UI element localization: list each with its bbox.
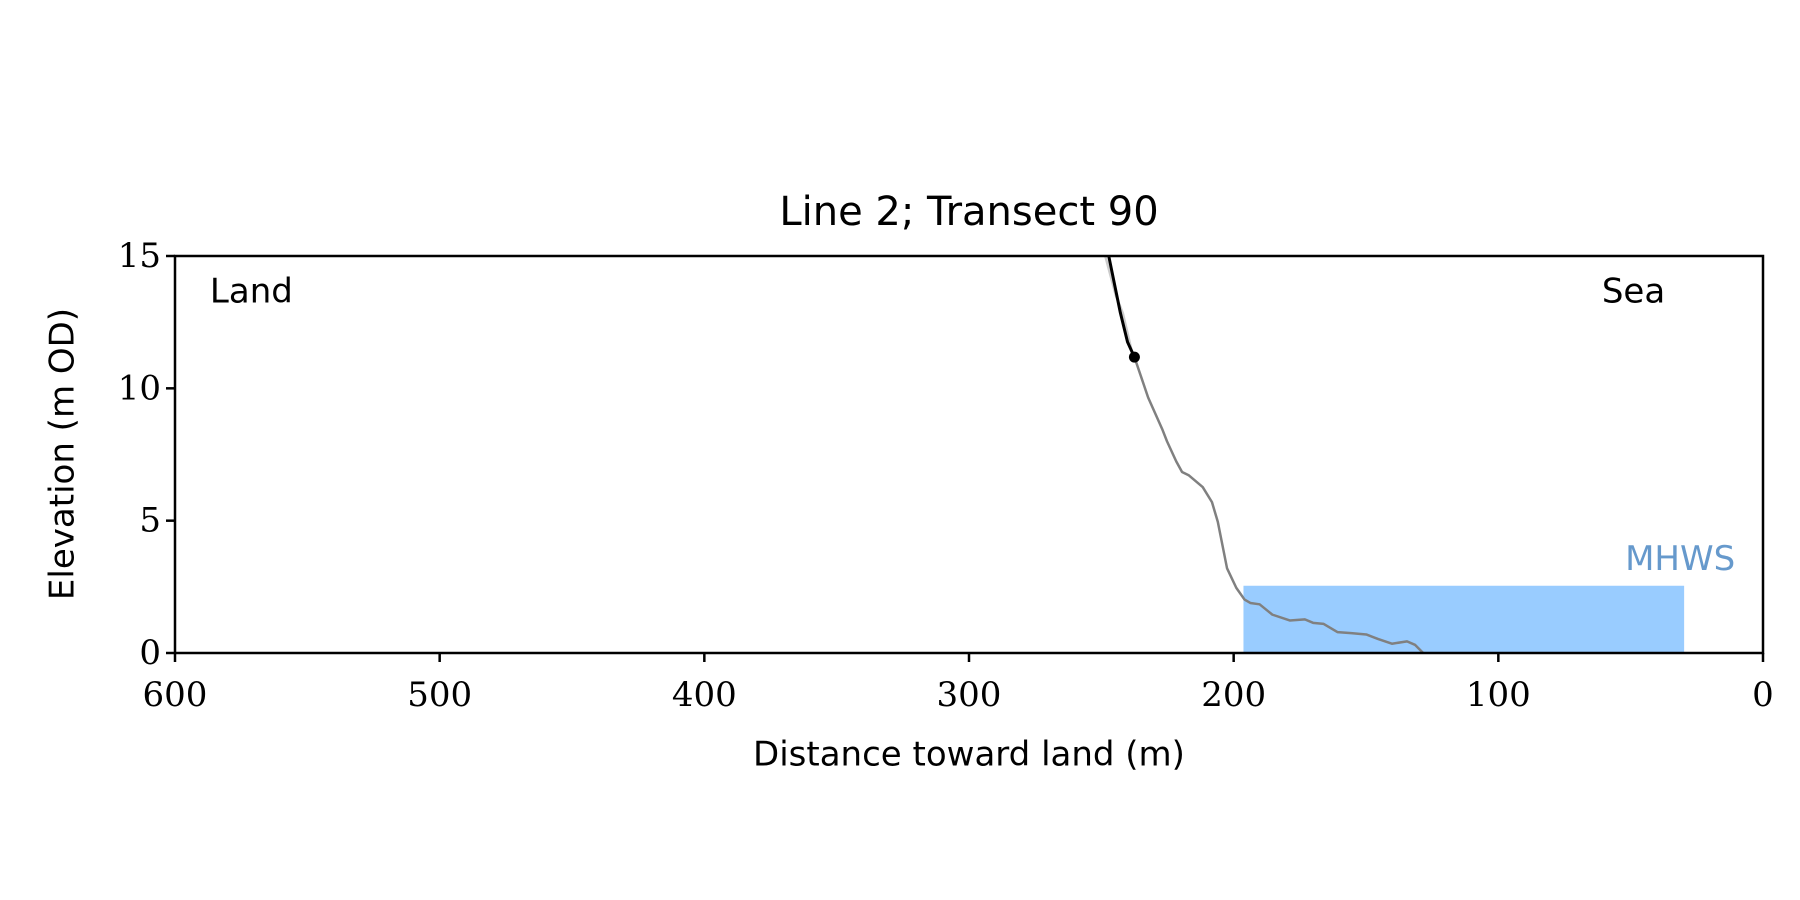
x-tick-label: 500 (407, 675, 472, 715)
y-tick-label: 10 (118, 368, 161, 408)
profile-line (1133, 356, 1425, 654)
annotation: MHWS (1625, 539, 1735, 579)
chart-title: Line 2; Transect 90 (779, 189, 1158, 235)
mhws-area (1243, 585, 1685, 653)
x-tick-label: 200 (1201, 675, 1266, 715)
y-tick-label: 5 (139, 501, 161, 541)
x-tick-label: 400 (672, 675, 737, 715)
x-tick-label: 300 (937, 675, 1002, 715)
marker-point (1128, 351, 1140, 363)
profile-line (1107, 255, 1136, 358)
annotation: Land (210, 272, 293, 312)
x-tick-label: 100 (1466, 675, 1531, 715)
x-axis-label: Distance toward land (m) (753, 735, 1185, 775)
y-axis-label: Elevation (m OD) (43, 308, 83, 600)
x-tick-label: 0 (1752, 675, 1774, 715)
y-tick-label: 15 (118, 236, 161, 276)
annotation: Sea (1602, 272, 1665, 312)
y-tick-label: 0 (139, 633, 161, 673)
x-tick-label: 600 (143, 675, 208, 715)
